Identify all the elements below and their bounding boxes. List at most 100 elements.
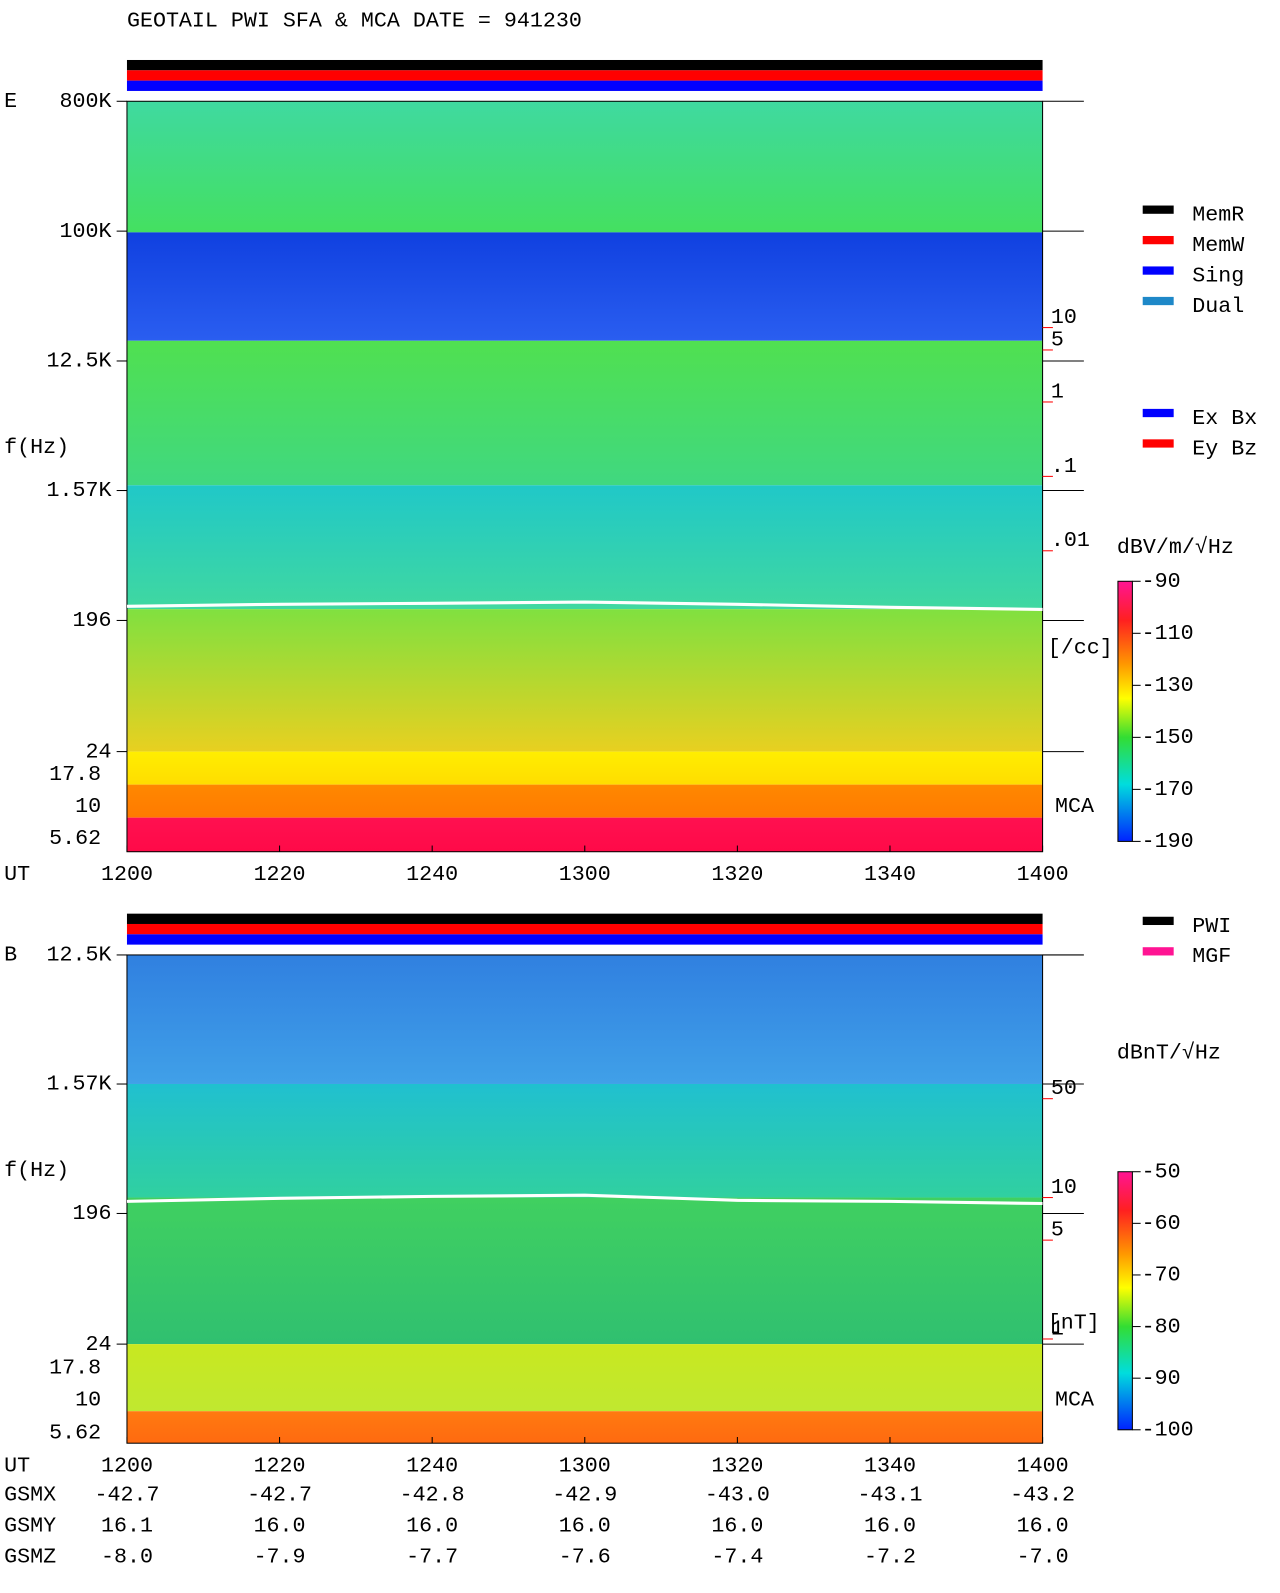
spectrogram-band: [126, 232, 1043, 341]
orbit-value: -42.8: [400, 1483, 465, 1508]
orbit-value: 16.0: [864, 1514, 916, 1539]
spectrogram-band: [126, 1083, 1043, 1198]
orbit-row-label: GSMX: [4, 1483, 56, 1508]
orbit-value: 16.0: [1017, 1514, 1069, 1539]
y2-tick-label: 1: [1051, 379, 1064, 404]
y2-tick-label: 50: [1051, 1076, 1077, 1101]
colorbar-tick-label: -60: [1142, 1211, 1181, 1236]
mca-channel-label: 10: [75, 1388, 101, 1413]
x-tick-label: 1200: [101, 1454, 153, 1479]
mca-channel-label: 17.8: [49, 1356, 101, 1381]
colorbar-tick-label: -150: [1142, 725, 1194, 750]
x-tick-label: 1220: [254, 862, 306, 887]
legend-swatch: [1142, 916, 1174, 926]
mca-channel-label: 5.62: [49, 1421, 101, 1446]
orbit-value: -8.0: [101, 1544, 153, 1569]
spectrogram-band: [126, 784, 1043, 818]
x-tick-label: 1300: [559, 1454, 611, 1479]
x-tick-label: 1240: [406, 1454, 458, 1479]
orbit-value: -43.0: [705, 1483, 770, 1508]
status-bar: [126, 913, 1043, 924]
legend-swatch: [1142, 235, 1174, 245]
x-tick-label: 1400: [1017, 1454, 1069, 1479]
plasma-line: [126, 1193, 1043, 1206]
orbit-value: 16.0: [711, 1514, 763, 1539]
orbit-value: -43.1: [857, 1483, 922, 1508]
y-tick-label: 196: [72, 608, 111, 633]
colorbar-label: dBV/m/√Hz: [1117, 535, 1234, 560]
mca-channel-label: 5.62: [49, 826, 101, 851]
orbit-value: -7.9: [254, 1544, 306, 1569]
spectrogram-band: [126, 485, 1043, 610]
x-tick-label: 1340: [864, 862, 916, 887]
legend-swatch: [1142, 947, 1174, 956]
legend-swatch: [1142, 266, 1174, 275]
y-tick-label: 1.57K: [46, 478, 111, 503]
y2-tick-label: .01: [1051, 528, 1090, 553]
spectrogram-band: [126, 609, 1043, 752]
x-tick-label: 1320: [711, 862, 763, 887]
orbit-value: -7.4: [711, 1544, 763, 1569]
legend-label: Ey Bz: [1192, 436, 1257, 461]
y-tick-label: 196: [72, 1201, 111, 1226]
legend-swatch: [1142, 408, 1174, 418]
colorbar-tick-label: -190: [1142, 829, 1194, 854]
legend-label: Dual: [1192, 294, 1244, 319]
x-tick-label: 1400: [1017, 862, 1069, 887]
x-tick-label: 1240: [406, 862, 458, 887]
colorbar-label: dBnT/√Hz: [1117, 1041, 1221, 1066]
x-tick-label: 1220: [254, 1454, 306, 1479]
colorbar: [1117, 580, 1133, 842]
y-tick-label: 800K: [59, 89, 111, 114]
mca-label: MCA: [1055, 1388, 1094, 1413]
mca-channel-label: 10: [75, 794, 101, 819]
y-tick-label: 100K: [59, 219, 111, 244]
status-bar: [126, 923, 1043, 935]
y2-axis-label: [/cc]: [1048, 635, 1113, 660]
colorbar-tick-label: -100: [1142, 1418, 1194, 1443]
y-axis-label: f(Hz): [4, 1158, 69, 1183]
legend-label: MemR: [1192, 203, 1244, 228]
colorbar: [1117, 1171, 1133, 1431]
y2-tick-label: 5: [1051, 1218, 1064, 1243]
legend-label: MemW: [1192, 233, 1244, 258]
y2-tick-label: 10: [1051, 1175, 1077, 1200]
orbit-row-label: GSMY: [4, 1514, 56, 1539]
mca-channel-label: 17.8: [49, 762, 101, 787]
spectrogram-band: [126, 340, 1043, 486]
spectrogram-band: [126, 1197, 1043, 1345]
legend-label: Sing: [1192, 263, 1244, 288]
orbit-value: -7.6: [559, 1544, 611, 1569]
x-tick-label: 1340: [864, 1454, 916, 1479]
status-bar: [126, 934, 1043, 945]
y-tick-label: 1.57K: [46, 1072, 111, 1097]
spectrogram-band: [126, 101, 1043, 233]
colorbar-tick-label: -170: [1142, 777, 1194, 802]
mca-label: MCA: [1055, 794, 1094, 819]
x-tick-label: 1320: [711, 1454, 763, 1479]
colorbar-tick-label: -70: [1142, 1263, 1181, 1288]
y-tick-label: 12.5K: [46, 943, 111, 968]
colorbar-tick-label: -110: [1142, 621, 1194, 646]
panel-label: B: [4, 943, 17, 968]
status-bar: [126, 70, 1043, 81]
orbit-value: 16.0: [406, 1514, 458, 1539]
spectrogram-band: [126, 1344, 1043, 1412]
legend-swatch: [1142, 205, 1174, 214]
y2-tick-label: 1: [1051, 1316, 1064, 1341]
x-axis-label: UT: [4, 1454, 30, 1479]
legend-swatch: [1142, 296, 1174, 306]
plasma-line: [126, 600, 1043, 611]
colorbar-tick-label: -90: [1142, 569, 1181, 594]
orbit-value: -43.2: [1010, 1483, 1075, 1508]
x-axis-label: UT: [4, 862, 30, 887]
y-tick-label: 24: [85, 1332, 111, 1357]
orbit-value: -7.2: [864, 1544, 916, 1569]
y-axis-label: f(Hz): [4, 435, 69, 460]
status-bar: [126, 59, 1043, 71]
colorbar-tick-label: -50: [1142, 1159, 1181, 1184]
orbit-value: -42.9: [552, 1483, 617, 1508]
orbit-value: -42.7: [247, 1483, 312, 1508]
orbit-value: -7.7: [406, 1544, 458, 1569]
y2-tick-label: 10: [1051, 305, 1077, 330]
